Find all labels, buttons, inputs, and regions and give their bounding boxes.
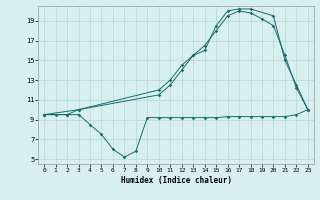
X-axis label: Humidex (Indice chaleur): Humidex (Indice chaleur) — [121, 176, 231, 185]
